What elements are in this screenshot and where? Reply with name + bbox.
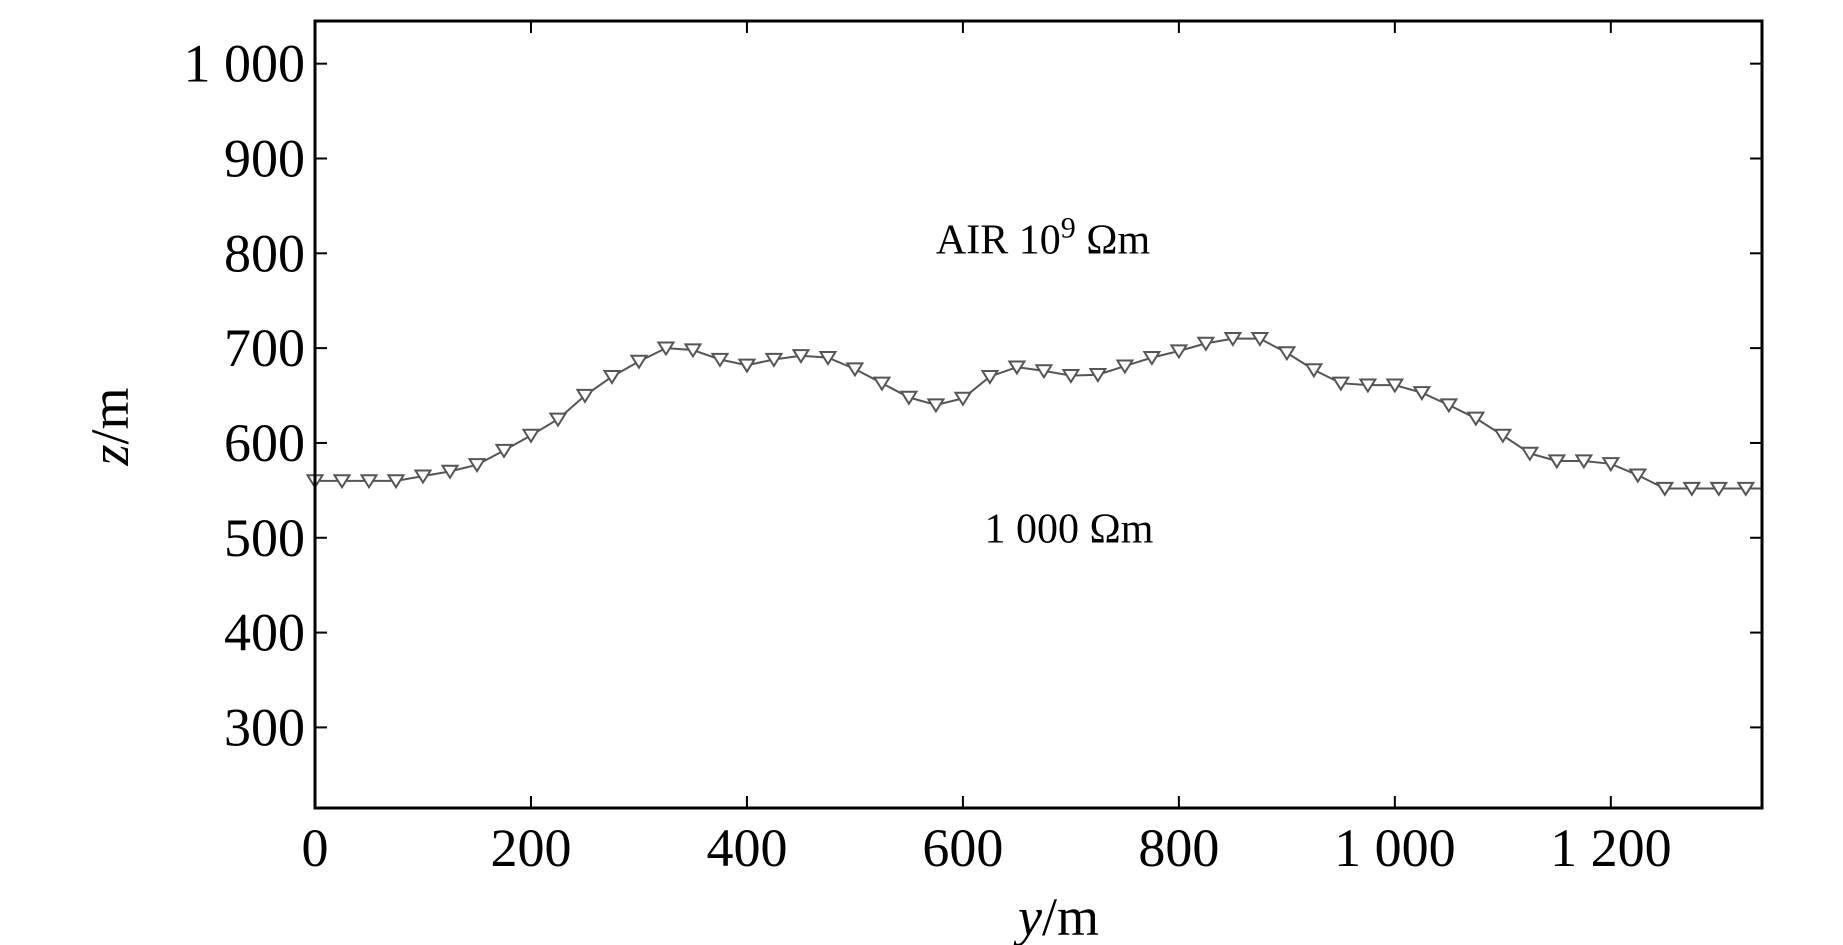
y-tick-label: 300 bbox=[224, 697, 305, 757]
y-axis-title: z/m bbox=[80, 387, 140, 466]
station-marker bbox=[818, 350, 838, 366]
station-marker bbox=[575, 388, 595, 404]
station-marker bbox=[629, 354, 649, 370]
y-tick-label: 900 bbox=[224, 128, 305, 188]
station-marker bbox=[1520, 446, 1540, 462]
station-marker bbox=[1088, 368, 1108, 383]
station-marker bbox=[332, 474, 352, 490]
annotations: AIR 109 Ωm 1 000 Ωm bbox=[936, 211, 1154, 552]
station-marker bbox=[521, 428, 541, 444]
station-marker bbox=[1061, 368, 1081, 384]
x-axis-title: y/m bbox=[1013, 887, 1099, 945]
station-marker bbox=[1331, 376, 1351, 392]
station-marker bbox=[845, 362, 865, 378]
y-tick-label: 500 bbox=[224, 508, 305, 568]
y-tick-label: 700 bbox=[224, 318, 305, 378]
y-tick-labels: 300 400 500 600 700 800 900 1 000 bbox=[184, 34, 306, 758]
station-marker bbox=[1439, 398, 1459, 414]
station-marker bbox=[440, 464, 460, 480]
station-marker bbox=[1628, 468, 1648, 484]
topography-line bbox=[315, 337, 1762, 490]
station-marker bbox=[467, 458, 487, 474]
station-marker bbox=[1412, 386, 1432, 401]
station-marker bbox=[386, 474, 406, 490]
station-marker bbox=[359, 474, 379, 490]
station-marker bbox=[1169, 344, 1189, 360]
annotation: 1 000 Ωm bbox=[985, 507, 1154, 553]
station-marker bbox=[1277, 346, 1297, 362]
station-marker bbox=[710, 352, 730, 368]
x-tick-labels: 0 200 400 600 800 1 000 1 200 bbox=[302, 818, 1672, 878]
station-marker bbox=[791, 349, 811, 364]
station-marker bbox=[1655, 481, 1675, 497]
station-marker bbox=[683, 343, 703, 359]
plot-frame bbox=[313, 19, 1764, 810]
station-marker bbox=[1142, 350, 1162, 366]
station-marker bbox=[1358, 378, 1378, 394]
station-marker bbox=[1223, 332, 1243, 347]
station-marker bbox=[1466, 411, 1486, 427]
annotation: AIR 109 Ωm bbox=[936, 211, 1151, 263]
y-tick-label: 600 bbox=[224, 413, 305, 473]
station-marker bbox=[494, 443, 514, 459]
station-marker bbox=[1007, 360, 1027, 376]
y-tick-label: 800 bbox=[224, 223, 305, 283]
x-tick-label: 400 bbox=[706, 818, 787, 878]
x-tick-label: 1 200 bbox=[1550, 818, 1672, 878]
station-marker bbox=[899, 390, 919, 406]
station-marker bbox=[413, 469, 433, 485]
station-marker bbox=[1196, 336, 1216, 352]
station-marker bbox=[1034, 364, 1054, 380]
station-marker bbox=[1601, 457, 1621, 473]
station-marker bbox=[872, 376, 892, 392]
station-marker bbox=[1574, 454, 1594, 470]
station-markers bbox=[305, 332, 1756, 497]
station-marker bbox=[1493, 428, 1513, 444]
ticks bbox=[314, 21, 1762, 808]
x-tick-label: 1 000 bbox=[1334, 818, 1456, 878]
station-marker bbox=[737, 358, 757, 374]
x-tick-label: 0 bbox=[302, 818, 329, 878]
station-marker bbox=[980, 369, 1000, 385]
x-tick-label: 200 bbox=[490, 818, 571, 878]
station-marker bbox=[1682, 481, 1702, 497]
y-tick-label: 400 bbox=[224, 603, 305, 663]
station-marker bbox=[1709, 481, 1729, 497]
station-marker bbox=[1115, 359, 1135, 375]
station-marker bbox=[548, 412, 568, 428]
station-marker bbox=[1385, 378, 1405, 394]
station-marker bbox=[602, 369, 622, 385]
station-marker bbox=[764, 352, 784, 368]
y-tick-label: 1 000 bbox=[184, 34, 306, 94]
station-marker bbox=[656, 341, 676, 357]
station-marker bbox=[1304, 363, 1324, 379]
station-marker bbox=[953, 391, 973, 407]
station-marker bbox=[1736, 481, 1756, 497]
station-marker bbox=[1250, 332, 1270, 347]
station-marker bbox=[926, 398, 946, 414]
x-tick-label: 800 bbox=[1138, 818, 1219, 878]
x-tick-label: 600 bbox=[922, 818, 1003, 878]
station-marker bbox=[1547, 454, 1567, 470]
